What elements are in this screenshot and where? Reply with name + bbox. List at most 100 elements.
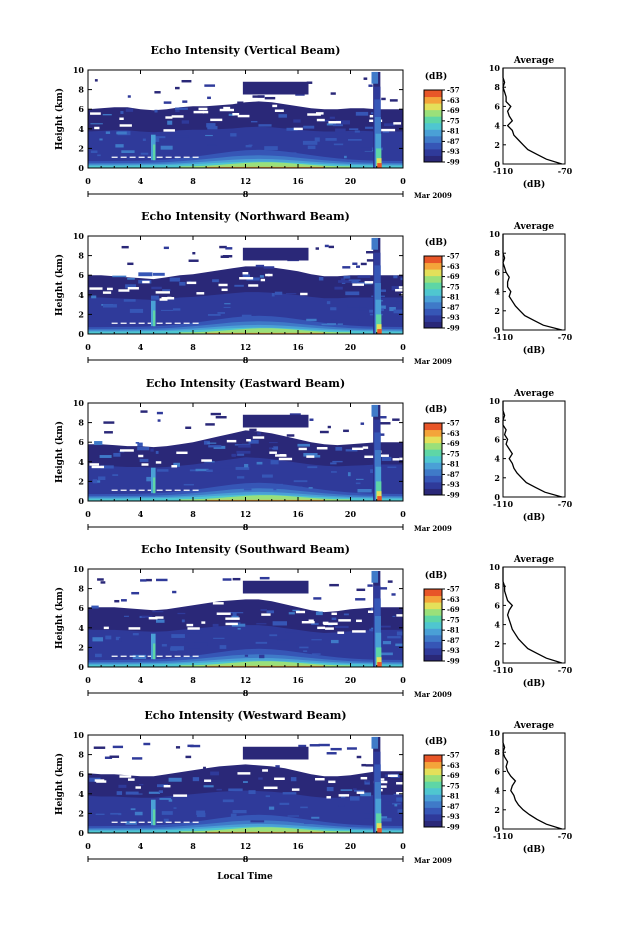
echo-gap — [193, 110, 205, 114]
echo-upper — [356, 755, 362, 759]
avg-y-tick-label: 0 — [494, 658, 500, 668]
echo-upper — [210, 412, 221, 416]
y-tick-label: 4 — [78, 290, 84, 300]
echo-upper — [324, 244, 329, 248]
echo-surface — [206, 499, 325, 501]
avg-frame — [502, 67, 566, 165]
echo-gap — [89, 463, 100, 466]
panel-title: Echo Intensity (Westward Beam) — [144, 709, 346, 722]
rain-shaft-top — [371, 71, 379, 84]
echo-speckle — [168, 777, 182, 782]
echo-speckle — [248, 790, 256, 795]
echo-gap — [219, 108, 235, 112]
colorbar-tick-label: -81 — [447, 127, 460, 136]
echo-speckle — [334, 625, 349, 629]
echo-upper — [360, 422, 365, 425]
echo-speckle — [335, 133, 338, 135]
avg-y-tick-label: 8 — [494, 747, 500, 757]
echo-upper — [203, 766, 206, 770]
colorbar-swatch — [424, 449, 442, 457]
colorbar-tick-label: -81 — [447, 460, 460, 469]
echo-gap — [155, 291, 170, 294]
echo-speckle — [162, 289, 171, 291]
echo-speckle — [292, 609, 300, 612]
echo-speckle — [345, 449, 358, 452]
avg-x-label: (dB) — [523, 678, 545, 689]
echo-speckle — [210, 771, 219, 776]
echo-speckle — [381, 456, 392, 461]
echo-speckle — [370, 469, 374, 473]
avg-frame — [502, 400, 566, 498]
colorbar-swatch — [424, 262, 442, 270]
echo-speckle — [160, 309, 174, 311]
echo-speckle — [169, 277, 181, 282]
echo-speckle — [331, 319, 337, 323]
echo-speckle — [364, 780, 370, 785]
colorbar-tick-label: -75 — [447, 615, 460, 624]
echo-gap — [387, 774, 398, 778]
echo-speckle — [212, 623, 219, 627]
echo-speckle — [150, 448, 154, 452]
avg-x-tick-label: -110 — [493, 166, 513, 176]
echo-speckle — [231, 623, 246, 627]
echo-speckle — [100, 465, 114, 469]
colorbar-tick-label: -87 — [447, 636, 460, 645]
echo-upper — [381, 97, 386, 101]
echo-speckle — [102, 114, 112, 116]
echo-gap — [337, 631, 345, 634]
colorbar-tick-label: -75 — [447, 781, 460, 790]
echo-upper — [368, 84, 373, 87]
echo-gap — [171, 465, 178, 468]
echo-speckle — [181, 120, 190, 124]
echo-speckle — [277, 639, 290, 641]
echo-speckle — [396, 797, 403, 802]
x-tick-label: 16 — [292, 176, 304, 186]
colorbar-swatch — [424, 481, 442, 489]
echo-speckle — [129, 308, 144, 313]
echo-speckle — [141, 615, 153, 618]
echo-speckle — [336, 120, 350, 125]
echo-upper — [112, 745, 124, 749]
echo-gap — [328, 121, 342, 124]
echo-upper — [145, 578, 152, 582]
echo-gap — [352, 630, 366, 633]
echo-speckle — [99, 138, 103, 141]
colorbar-tick-label: -57 — [447, 86, 460, 95]
echo-speckle — [94, 653, 102, 658]
echo-upper — [249, 428, 257, 432]
echo-speckle — [357, 275, 371, 278]
echo-gap — [196, 292, 205, 295]
echo-speckle — [381, 305, 386, 309]
x-tick-label: 8 — [190, 841, 196, 851]
echo-gap — [399, 457, 403, 461]
echo-gap — [127, 778, 135, 781]
echo-speckle — [195, 468, 209, 472]
echo-speckle — [330, 462, 337, 465]
echo-speckle — [168, 799, 173, 802]
echo-speckle — [303, 125, 315, 129]
echo-surface — [206, 831, 325, 833]
avg-x-tick-label: -70 — [558, 499, 573, 509]
colorbar-tick-label: -93 — [447, 812, 460, 821]
echo-gap — [326, 796, 331, 799]
echo-speckle — [121, 150, 135, 154]
echo-speckle — [344, 155, 347, 159]
echo-speckle — [297, 443, 310, 447]
echo-gap — [218, 283, 228, 287]
echo-gap — [298, 447, 307, 451]
echo-warm — [179, 162, 351, 168]
y-tick-label: 4 — [78, 623, 84, 633]
echo-speckle — [194, 642, 208, 646]
echo-speckle — [387, 636, 401, 639]
echo-upper — [361, 763, 366, 767]
echo-gap — [378, 454, 389, 457]
echo-speckle — [208, 445, 222, 448]
avg-y-tick-label: 8 — [494, 581, 500, 591]
echo-speckle — [206, 469, 213, 472]
echo-upper — [215, 416, 227, 419]
echo-speckle — [110, 812, 121, 815]
echo-gap — [119, 124, 132, 127]
colorbar-swatch — [424, 602, 442, 610]
colorbar-tick-label: -57 — [447, 419, 460, 428]
avg-x-tick-label: -110 — [493, 332, 513, 342]
